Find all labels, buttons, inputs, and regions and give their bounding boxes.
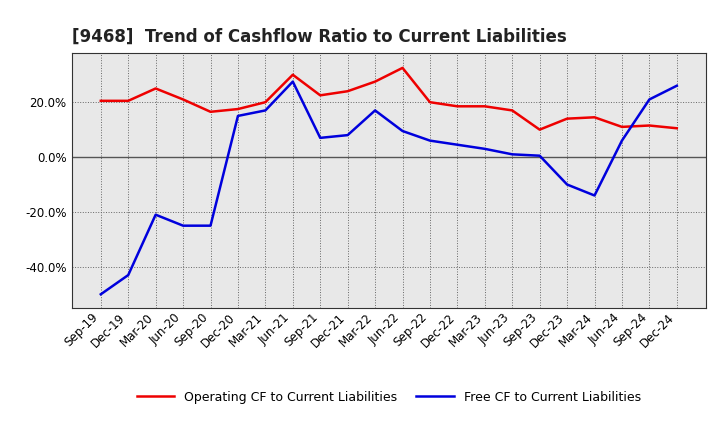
Operating CF to Current Liabilities [179,97,187,102]
Free CF to Current Liabilities [645,97,654,102]
Free CF to Current Liabilities [590,193,599,198]
Operating CF to Current Liabilities [316,93,325,98]
Free CF to Current Liabilities [426,138,434,143]
Operating CF to Current Liabilities [563,116,572,121]
Free CF to Current Liabilities [151,212,160,217]
Text: [9468]  Trend of Cashflow Ratio to Current Liabilities: [9468] Trend of Cashflow Ratio to Curren… [72,28,567,46]
Operating CF to Current Liabilities [590,115,599,120]
Free CF to Current Liabilities [289,79,297,84]
Operating CF to Current Liabilities [480,104,489,109]
Free CF to Current Liabilities [453,142,462,147]
Operating CF to Current Liabilities [398,65,407,70]
Free CF to Current Liabilities [261,108,270,113]
Free CF to Current Liabilities [179,223,187,228]
Line: Free CF to Current Liabilities: Free CF to Current Liabilities [101,81,677,294]
Operating CF to Current Liabilities [151,86,160,91]
Free CF to Current Liabilities [124,272,132,278]
Free CF to Current Liabilities [316,135,325,140]
Operating CF to Current Liabilities [672,126,681,131]
Operating CF to Current Liabilities [289,72,297,77]
Free CF to Current Liabilities [343,132,352,138]
Free CF to Current Liabilities [233,113,242,118]
Operating CF to Current Liabilities [343,88,352,94]
Operating CF to Current Liabilities [426,99,434,105]
Operating CF to Current Liabilities [536,127,544,132]
Free CF to Current Liabilities [563,182,572,187]
Free CF to Current Liabilities [398,128,407,134]
Operating CF to Current Liabilities [453,104,462,109]
Operating CF to Current Liabilities [508,108,516,113]
Operating CF to Current Liabilities [618,124,626,129]
Free CF to Current Liabilities [508,152,516,157]
Line: Operating CF to Current Liabilities: Operating CF to Current Liabilities [101,68,677,130]
Free CF to Current Liabilities [206,223,215,228]
Operating CF to Current Liabilities [96,98,105,103]
Operating CF to Current Liabilities [124,98,132,103]
Free CF to Current Liabilities [618,138,626,143]
Operating CF to Current Liabilities [371,79,379,84]
Free CF to Current Liabilities [371,108,379,113]
Operating CF to Current Liabilities [645,123,654,128]
Free CF to Current Liabilities [672,83,681,88]
Free CF to Current Liabilities [536,153,544,158]
Legend: Operating CF to Current Liabilities, Free CF to Current Liabilities: Operating CF to Current Liabilities, Fre… [132,386,646,409]
Operating CF to Current Liabilities [261,99,270,105]
Operating CF to Current Liabilities [233,106,242,112]
Free CF to Current Liabilities [96,292,105,297]
Operating CF to Current Liabilities [206,109,215,114]
Free CF to Current Liabilities [480,146,489,151]
